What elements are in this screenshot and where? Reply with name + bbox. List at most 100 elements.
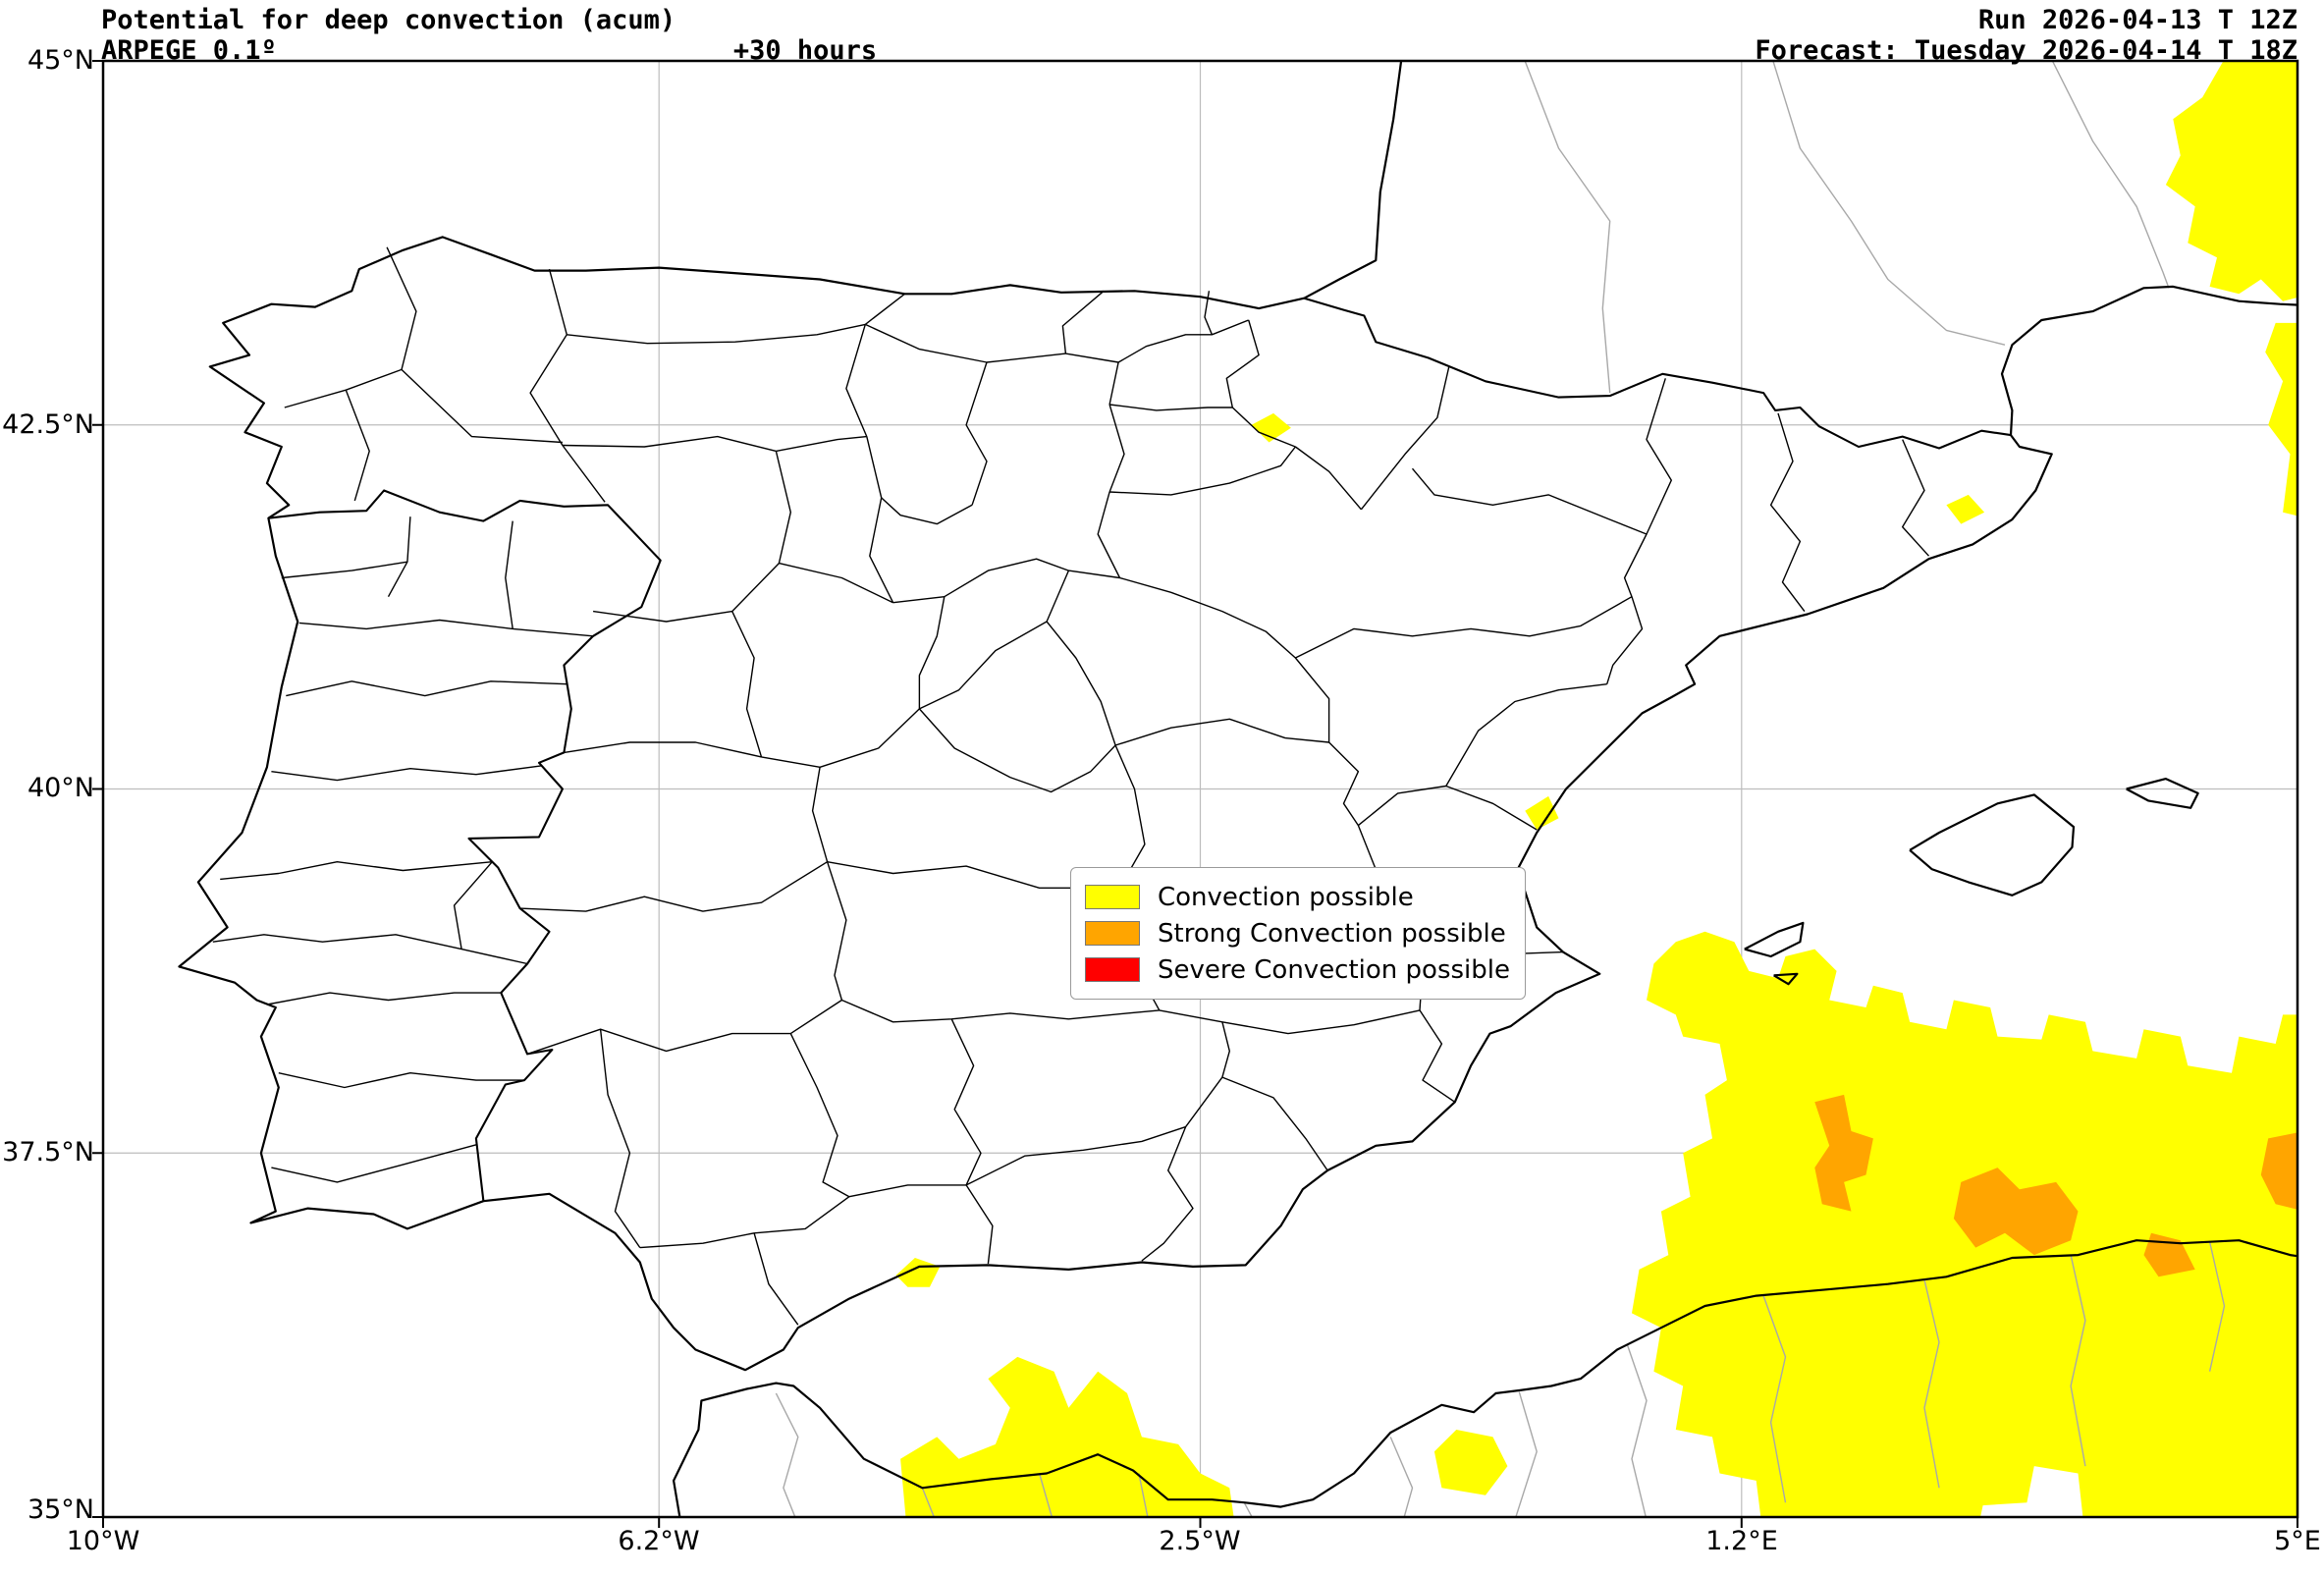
x-tick-label-5e: 5°E: [2274, 1526, 2321, 1556]
coastline-path: [2000, 285, 2297, 436]
legend-swatch-strong-convection: [1085, 921, 1140, 946]
province-boundary-line: [1109, 446, 1296, 496]
province-boundary-line: [593, 563, 780, 623]
province-boundary-line: [848, 1184, 967, 1198]
province-boundary-line: [1114, 718, 1329, 746]
x-tick-label-2-5w: 2.5°W: [1159, 1526, 1241, 1556]
province-boundary-line: [1221, 1076, 1328, 1171]
province-boundary-line: [1445, 785, 1538, 831]
province-boundary-line: [639, 1196, 850, 1249]
convection-possible-area: [900, 1356, 1234, 1516]
convection-possible-area: [2265, 322, 2297, 516]
province-boundary-line: [453, 861, 493, 950]
coastline-path: [178, 236, 2053, 1372]
secondary-admin-line: [2052, 62, 2170, 289]
run-datetime-label: Run 2026-04-13 T 12Z: [1977, 5, 2297, 35]
strong-convection-area: [2260, 1132, 2297, 1210]
province-boundary-line: [789, 1033, 850, 1198]
coastline-path: [1303, 62, 1403, 299]
province-boundary-line: [1108, 361, 1119, 406]
province-boundary-line: [845, 324, 868, 437]
province-boundary-line: [731, 611, 763, 758]
y-tick-label-45n: 45°N: [27, 45, 94, 76]
province-boundary-line: [1294, 446, 1362, 511]
model-label: ARPEGE 0.1º: [101, 35, 277, 66]
convection-possible-area: [895, 1258, 941, 1287]
province-boundary-line: [564, 741, 762, 758]
y-tick-label-42-5n: 42.5°N: [2, 409, 94, 440]
convection-overlay: [895, 62, 2297, 1516]
convection-possible-area: [1946, 494, 1985, 524]
province-boundary-line: [286, 680, 567, 697]
province-boundary-line: [345, 389, 370, 502]
province-boundary-line: [865, 323, 1066, 363]
secondary-admin-line: [1626, 1344, 1648, 1516]
secondary-admin-line: [1389, 1437, 1414, 1516]
coastlines: [178, 62, 2297, 1516]
province-boundary-line: [567, 323, 866, 345]
province-boundary-line: [1360, 366, 1450, 511]
province-boundary-line: [548, 268, 567, 335]
province-boundary-line: [881, 497, 973, 525]
province-boundary-line: [266, 992, 502, 1005]
coastline-path: [1744, 921, 1805, 958]
secondary-admin-line: [1762, 1295, 1787, 1503]
province-boundary-line: [1411, 467, 1648, 535]
legend-label-strong-convection: Strong Convection possible: [1158, 918, 1506, 949]
province-boundary-line: [401, 368, 563, 444]
x-tick-label-6-2w: 6.2°W: [618, 1526, 700, 1556]
province-boundary-line: [1108, 404, 1125, 493]
province-boundary-line: [775, 451, 791, 564]
plot-frame: [92, 59, 2299, 1528]
convection-possible-area: [1525, 795, 1559, 830]
province-boundary-line: [826, 861, 847, 1001]
secondary-admin-line: [1772, 62, 2006, 346]
province-boundary-line: [387, 516, 411, 598]
province-boundary-line: [1357, 683, 1607, 827]
province-boundary-line: [386, 246, 417, 370]
map-legend: Convection possible Strong Convection po…: [1070, 867, 1526, 1000]
province-boundary-line: [965, 1076, 1223, 1186]
secondary-admin-line: [775, 1392, 799, 1516]
strong-convection-area: [1953, 1168, 2079, 1256]
province-boundary-line: [284, 368, 403, 408]
province-boundary-line: [1419, 1009, 1456, 1103]
y-tick-label-35n: 35°N: [27, 1494, 94, 1525]
coastline-path: [2126, 777, 2199, 809]
secondary-admin-line: [2070, 1254, 2086, 1467]
province-boundary-line: [1119, 576, 1330, 742]
legend-swatch-convection: [1085, 885, 1140, 909]
country-borders: [268, 297, 2012, 1202]
province-boundary-line: [278, 1071, 525, 1089]
legend-item-strong-convection: Strong Convection possible: [1085, 915, 1511, 951]
x-tick-label-1-2e: 1.2°E: [1705, 1526, 1778, 1556]
province-boundary-line: [1159, 1009, 1421, 1035]
secondary-admin-line: [2208, 1241, 2226, 1372]
map-title: Potential for deep convection (acum): [101, 5, 676, 35]
coastline-path: [1773, 972, 1799, 986]
province-boundary-line: [918, 596, 946, 709]
province-boundary-line: [965, 1184, 994, 1265]
coastline-path: [1909, 793, 2076, 896]
province-boundary-line: [1769, 412, 1806, 613]
legend-label-severe-convection: Severe Convection possible: [1158, 954, 1510, 985]
province-boundary-line: [1141, 1126, 1194, 1262]
province-boundary-line: [1109, 404, 1296, 448]
province-boundary-line: [271, 1143, 478, 1183]
province-boundary-line: [753, 1232, 799, 1326]
convection-possible-area: [2165, 62, 2297, 301]
convection-possible-area: [1251, 412, 1291, 443]
province-boundary-line: [1295, 596, 1633, 659]
province-boundary-line: [918, 708, 1116, 793]
province-boundary-line: [1097, 491, 1121, 578]
province-boundaries: [212, 246, 1930, 1326]
province-boundary-line: [1046, 621, 1116, 746]
province-boundary-line: [866, 436, 894, 604]
province-boundary-line: [827, 861, 1120, 889]
province-boundary-line: [779, 562, 893, 604]
province-boundary-line: [1065, 319, 1249, 363]
province-boundary-line: [281, 561, 408, 579]
province-boundary-line: [562, 435, 867, 453]
legend-swatch-severe-convection: [1085, 957, 1140, 982]
